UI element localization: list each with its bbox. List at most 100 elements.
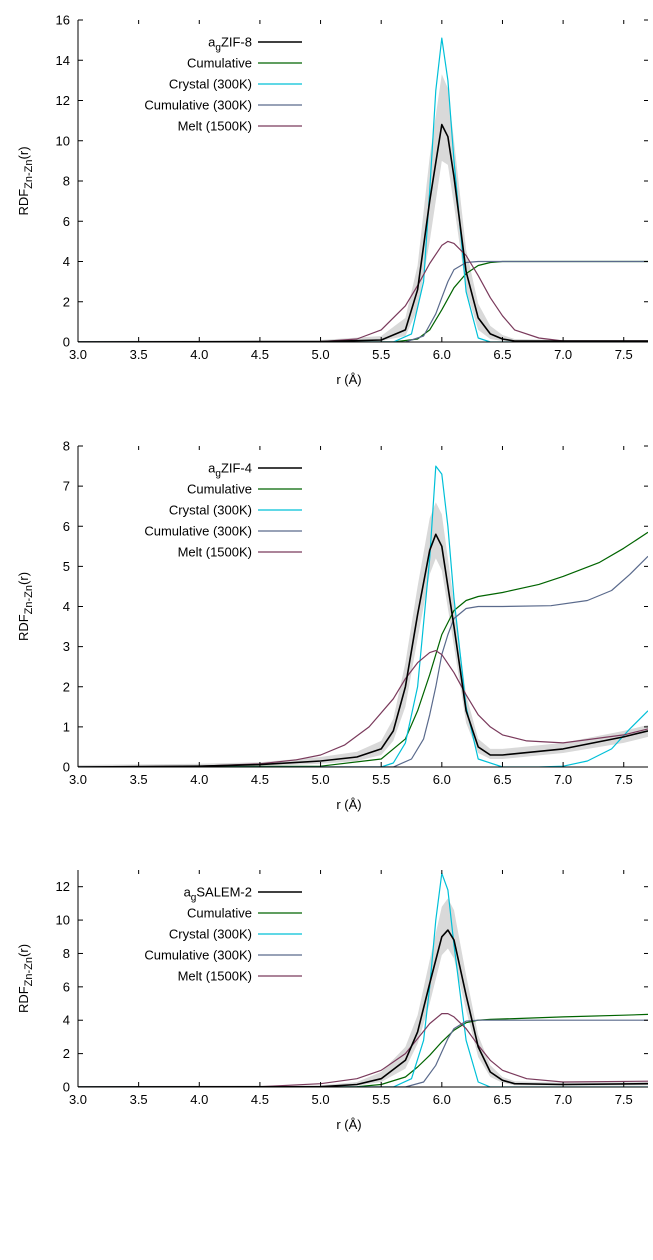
series-line-cumulative-300k	[78, 555, 648, 767]
x-axis-title: r (Å)	[336, 372, 361, 387]
y-tick-label: 2	[63, 294, 70, 309]
series-line-cumulative	[78, 1013, 648, 1087]
x-tick-label: 3.0	[69, 772, 87, 787]
x-tick-label: 4.5	[251, 772, 269, 787]
x-tick-label: 4.0	[190, 347, 208, 362]
legend-label: Melt (1500K)	[178, 969, 252, 984]
y-tick-label: 4	[63, 1013, 70, 1028]
chart-panel-2: 3.0 3.5 4.0 4.5 5.0 5.5 6.0 6.5 7.0 7.5 0 1 2 3 4 5 6 7 8 r…	[16, 439, 648, 812]
series-line-melt-1500k	[78, 240, 648, 342]
y-tick-label: 16	[56, 13, 70, 28]
y-tick-label: 12	[56, 879, 70, 894]
y-tick-label: 4	[63, 599, 70, 614]
y-tick-label: 8	[63, 174, 70, 189]
x-tick-label: 6.5	[493, 772, 511, 787]
series-line-crystal-300k	[78, 37, 648, 342]
x-tick-label: 3.5	[130, 772, 148, 787]
y-tick-label: 5	[63, 559, 70, 574]
x-axis-title: r (Å)	[336, 1117, 361, 1132]
y-tick-label: 2	[63, 1046, 70, 1061]
series-line-crystal-300k	[78, 872, 648, 1087]
y-tick-label: 12	[56, 93, 70, 108]
x-tick-label: 5.0	[312, 1092, 330, 1107]
legend: agZIF-8 Cumulative Crystal (300K) Cumulativ…	[144, 35, 302, 134]
plot-area	[78, 872, 648, 1087]
x-tick-label: 6.0	[433, 772, 451, 787]
y-tick-label: 8	[63, 946, 70, 961]
x-tick-label: 5.5	[372, 1092, 390, 1107]
y-tick-label: 2	[63, 679, 70, 694]
y-axis-title: RDFZn-Zn(r)	[16, 146, 35, 215]
series-line-melt-1500k	[78, 1013, 648, 1087]
y-tick-label: 8	[63, 439, 70, 454]
chart-panel-3: 3.0 3.5 4.0 4.5 5.0 5.5 6.0 6.5 7.0 7.5 0 2 4 6 8 10 12 r…	[16, 870, 648, 1132]
legend: agSALEM-2 Cumulative Crystal (300K) Cumulat…	[144, 885, 302, 984]
y-tick-label: 6	[63, 214, 70, 229]
y-axis-title: RDFZn-Zn(r)	[16, 944, 35, 1013]
legend-label: Melt (1500K)	[178, 545, 252, 560]
y-tick-label: 3	[63, 639, 70, 654]
x-tick-label: 5.0	[312, 347, 330, 362]
y-tick-label: 7	[63, 479, 70, 494]
x-tick-label: 6.5	[493, 347, 511, 362]
y-tick-label: 0	[63, 335, 70, 350]
legend: agZIF-4 Cumulative Crystal (300K) Cumulativ…	[144, 461, 302, 560]
x-tick-label: 7.5	[615, 772, 633, 787]
legend-label: Melt (1500K)	[178, 119, 252, 134]
x-tick-label: 7.0	[554, 347, 572, 362]
x-tick-label: 7.0	[554, 1092, 572, 1107]
y-tick-label: 10	[56, 133, 70, 148]
x-tick-label: 7.5	[615, 347, 633, 362]
x-tick-label: 4.0	[190, 772, 208, 787]
chart-panel-1: 3.0 3.5 4.0 4.5 5.0 5.5 6.0 6.5 7.0 7.5 0 2 4 6 8 10 12 1…	[16, 13, 648, 387]
series-line-cumulative	[78, 260, 648, 342]
legend-label: Cumulative (300K)	[144, 948, 252, 963]
x-tick-label: 4.5	[251, 347, 269, 362]
series-line-crystal-300k	[78, 465, 648, 767]
legend-label: Cumulative	[187, 906, 252, 921]
legend-label: Cumulative (300K)	[144, 98, 252, 113]
uncertainty-band	[78, 898, 648, 1087]
x-tick-label: 3.5	[130, 1092, 148, 1107]
series-line-zif-4	[78, 533, 648, 767]
legend-label: Crystal (300K)	[169, 503, 252, 518]
x-tick-label: 3.0	[69, 347, 87, 362]
x-tick-label: 3.5	[130, 347, 148, 362]
legend-label: agSALEM-2	[184, 885, 252, 904]
x-tick-label: 4.5	[251, 1092, 269, 1107]
x-tick-label: 5.5	[372, 772, 390, 787]
y-tick-label: 6	[63, 519, 70, 534]
y-tick-label: 10	[56, 913, 70, 928]
y-axis-title: RDFZn-Zn(r)	[16, 572, 35, 641]
plot-area	[78, 37, 648, 342]
uncertainty-band	[78, 74, 648, 342]
y-tick-label: 14	[56, 53, 70, 68]
legend-label: Crystal (300K)	[169, 77, 252, 92]
x-tick-label: 6.0	[433, 347, 451, 362]
x-tick-label: 6.5	[493, 1092, 511, 1107]
x-tick-label: 5.0	[312, 772, 330, 787]
series-line-cumulative	[78, 531, 648, 767]
series-line-cumulative-300k	[78, 260, 648, 342]
legend-label: Crystal (300K)	[169, 927, 252, 942]
x-axis-title: r (Å)	[336, 797, 361, 812]
legend-label: Cumulative (300K)	[144, 524, 252, 539]
x-tick-label: 3.0	[69, 1092, 87, 1107]
legend-label: agZIF-4	[208, 461, 252, 480]
x-tick-label: 7.0	[554, 772, 572, 787]
legend-label: Cumulative	[187, 56, 252, 71]
series-line-zif-8	[78, 123, 648, 342]
uncertainty-band	[78, 502, 648, 767]
legend-label: Cumulative	[187, 482, 252, 497]
x-tick-label: 7.5	[615, 1092, 633, 1107]
legend-label: agZIF-8	[208, 35, 252, 54]
series-line-salem-2	[78, 929, 648, 1087]
x-tick-label: 4.0	[190, 1092, 208, 1107]
y-tick-label: 0	[63, 760, 70, 775]
plot-area	[78, 465, 648, 767]
series-line-melt-1500k	[78, 650, 648, 767]
x-tick-label: 5.5	[372, 347, 390, 362]
y-tick-label: 4	[63, 254, 70, 269]
